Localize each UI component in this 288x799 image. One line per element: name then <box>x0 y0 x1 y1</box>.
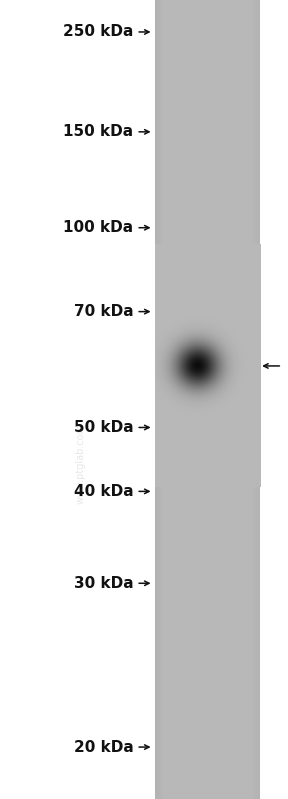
Bar <box>162 0 163 799</box>
Bar <box>158 0 160 799</box>
Text: 30 kDa: 30 kDa <box>74 576 133 590</box>
Bar <box>252 0 253 799</box>
Bar <box>157 0 158 799</box>
Bar <box>254 0 255 799</box>
Bar <box>160 0 161 799</box>
Bar <box>258 0 259 799</box>
Bar <box>257 0 258 799</box>
Bar <box>255 0 257 799</box>
Text: 70 kDa: 70 kDa <box>74 304 133 319</box>
Bar <box>163 0 164 799</box>
Text: 20 kDa: 20 kDa <box>74 740 133 754</box>
Bar <box>259 0 260 799</box>
Bar <box>156 0 157 799</box>
Bar <box>161 0 162 799</box>
Text: 150 kDa: 150 kDa <box>63 125 133 139</box>
Text: 100 kDa: 100 kDa <box>63 221 133 235</box>
Text: www.ptglab.com: www.ptglab.com <box>76 423 86 504</box>
Text: 40 kDa: 40 kDa <box>74 484 133 499</box>
Text: 50 kDa: 50 kDa <box>74 420 133 435</box>
Bar <box>253 0 254 799</box>
Bar <box>155 0 260 799</box>
Text: 250 kDa: 250 kDa <box>63 25 133 39</box>
Bar <box>251 0 252 799</box>
Bar <box>155 0 156 799</box>
